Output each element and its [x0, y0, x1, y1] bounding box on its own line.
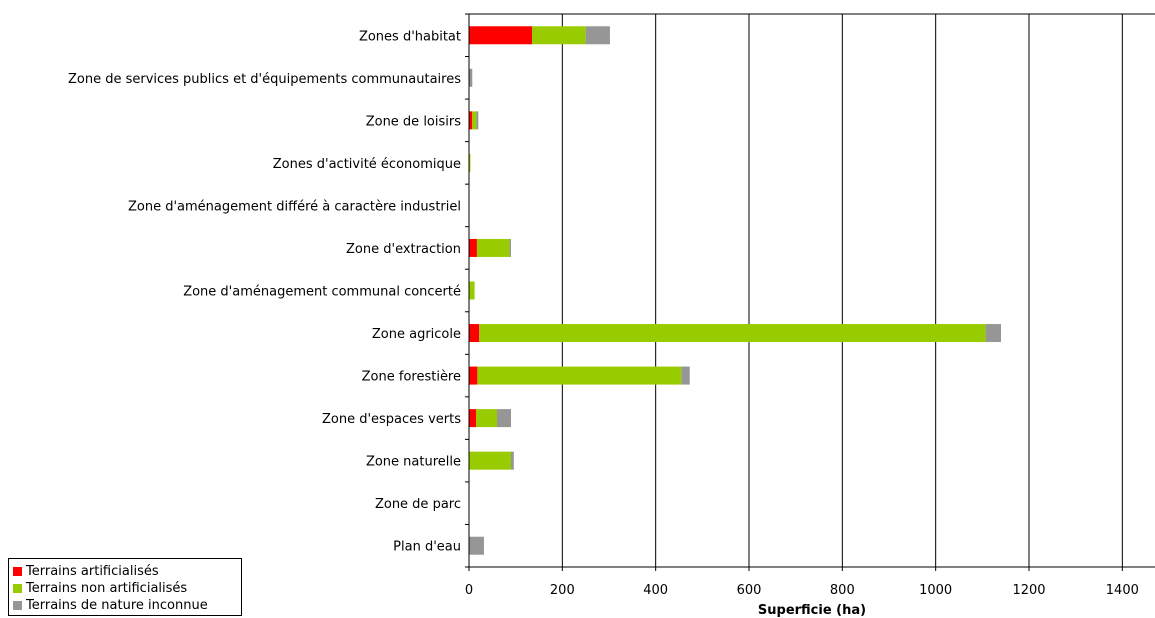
category-labels: Zones d'habitat Zone de services publics …: [68, 29, 461, 554]
bar-segment: [472, 111, 476, 129]
category-label: Zone d'aménagement différé à caractère i…: [128, 199, 461, 214]
category-label: Zones d'activité économique: [273, 157, 461, 172]
bar-segment: [477, 239, 510, 257]
legend-swatch: [13, 567, 22, 576]
category-label: Zone d'extraction: [346, 242, 461, 257]
bar-segment: [477, 367, 681, 385]
category-label: Zone agricole: [372, 327, 461, 342]
x-tick-label: 200: [550, 583, 575, 598]
legend-label: Terrains artificialisés: [26, 564, 159, 579]
x-tick-label: 0: [465, 583, 473, 598]
legend-swatch: [13, 601, 22, 610]
bar-segment: [479, 324, 985, 342]
bar-segment: [511, 452, 514, 470]
category-label: Zone naturelle: [366, 455, 461, 470]
bar-segment: [469, 324, 479, 342]
bar-segment: [469, 282, 475, 300]
legend-item-nature-inconnue: Terrains de nature inconnue: [13, 597, 237, 614]
bar-segment: [469, 537, 484, 555]
x-tick-label: 1200: [1012, 583, 1045, 598]
bar-segment: [469, 452, 511, 470]
bar-segment: [510, 239, 511, 257]
bar-segment: [532, 26, 586, 44]
legend-swatch: [13, 584, 22, 593]
x-tick-label: 400: [643, 583, 668, 598]
legend-item-artificialises: Terrains artificialisés: [13, 563, 237, 580]
gridlines: [562, 14, 1122, 567]
bars: [469, 26, 1001, 554]
x-tick-label: 1000: [919, 583, 952, 598]
bar-segment: [476, 111, 478, 129]
x-tick-labels: 0 200 400 600 800 1000 1200 1400: [465, 583, 1139, 598]
category-label: Zone d'aménagement communal concerté: [183, 285, 461, 300]
category-label: Zone de parc: [375, 497, 461, 512]
bar-segment: [469, 409, 476, 427]
bar-segment: [586, 26, 610, 44]
x-tick-label: 1400: [1106, 583, 1139, 598]
category-label: Zone d'espaces verts: [322, 412, 461, 427]
legend-label: Terrains non artificialisés: [26, 581, 187, 596]
bar-segment: [476, 409, 497, 427]
bar-segment: [681, 367, 689, 385]
legend: Terrains artificialisés Terrains non art…: [8, 558, 242, 616]
category-label: Zones d'habitat: [359, 29, 461, 44]
bar-segment: [469, 26, 532, 44]
x-axis-label: Superficie (ha): [758, 603, 866, 618]
category-label: Zone de loisirs: [366, 114, 462, 129]
category-label: Plan d'eau: [393, 540, 461, 555]
bar-segment: [497, 409, 511, 427]
x-tick-label: 600: [737, 583, 762, 598]
axes: [465, 14, 1155, 571]
bar-segment: [469, 239, 477, 257]
x-tick-label: 800: [830, 583, 855, 598]
bar-segment: [986, 324, 1001, 342]
category-label: Zone de services publics et d'équipement…: [68, 72, 461, 87]
legend-label: Terrains de nature inconnue: [26, 598, 208, 613]
category-label: Zone forestière: [362, 370, 461, 385]
bar-segment: [469, 367, 477, 385]
legend-item-non-artificialises: Terrains non artificialisés: [13, 580, 237, 597]
